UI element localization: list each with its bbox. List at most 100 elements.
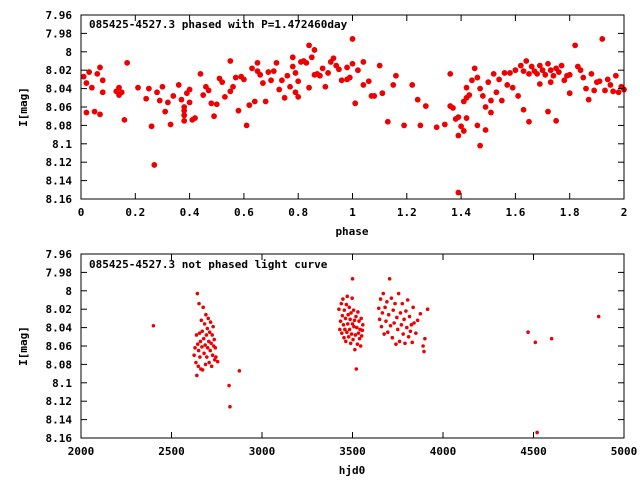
unphased-y-tick-label: 8.1 (52, 377, 72, 390)
unphased-data-point (356, 310, 360, 314)
phased-x-tick-label: 1.6 (505, 206, 525, 219)
phased-data-point (455, 132, 462, 139)
unphased-data-point (193, 346, 197, 350)
unphased-y-tick-label: 8.02 (46, 303, 73, 316)
phased-data-point (365, 78, 372, 85)
phased-data-point (401, 122, 407, 129)
unphased-y-tick-label: 8.04 (46, 322, 73, 335)
unphased-data-point (340, 331, 344, 335)
phased-data-point (520, 68, 527, 75)
unphased-data-point (151, 323, 156, 328)
phased-data-point (482, 104, 489, 110)
unphased-data-point (207, 330, 212, 335)
phased-data-point (585, 96, 592, 103)
unphased-data-point (202, 322, 207, 326)
phased-data-point (572, 42, 579, 49)
phased-data-point (200, 92, 207, 98)
phased-data-point (121, 116, 128, 123)
unphased-data-point (210, 333, 215, 337)
phased-data-point (526, 118, 532, 125)
phased-data-point (463, 115, 470, 121)
phased-data-point (583, 85, 589, 92)
phased-data-point (145, 85, 152, 92)
unphased-data-point (339, 301, 344, 306)
phased-data-point (604, 76, 611, 83)
phased-data-point (208, 100, 215, 107)
phased-data-point (566, 71, 573, 78)
phased-data-point (504, 82, 511, 88)
unphased-data-point (197, 331, 202, 335)
phased-data-point (319, 65, 326, 72)
unphased-data-point (347, 327, 352, 332)
phased-data-point (479, 93, 486, 99)
phased-data-point (547, 79, 554, 86)
phased-data-point (520, 106, 527, 113)
unphased-data-point (421, 344, 425, 348)
phased-data-point (566, 90, 573, 97)
phased-data-point (287, 83, 293, 90)
unphased-data-point (345, 322, 350, 326)
unphased-data-point (533, 340, 538, 345)
unphased-data-point (351, 308, 356, 312)
unphased-plot-title: 085425-4527.3 not phased light curve (89, 258, 328, 271)
unphased-data-point (338, 319, 343, 323)
unphased-data-point (535, 430, 539, 435)
phased-data-point (281, 94, 288, 101)
phased-data-point (555, 69, 562, 75)
unphased-data-point (192, 353, 196, 358)
unphased-data-point (355, 342, 360, 346)
phased-data-point (610, 88, 617, 95)
phased-data-point (292, 89, 299, 96)
unphased-data-point (391, 308, 396, 312)
phased-y-tick-label: 7.96 (46, 9, 73, 22)
phased-data-point (295, 78, 302, 85)
unphased-y-tick-label: 8.12 (46, 395, 73, 408)
unphased-data-point (344, 339, 348, 344)
phased-x-axis-label: phase (335, 225, 368, 238)
phased-data-point (433, 124, 440, 131)
unphased-data-point (350, 277, 355, 281)
unphased-data-point (194, 333, 199, 337)
phased-data-point (235, 107, 242, 114)
unphased-data-point (403, 341, 407, 346)
unphased-data-point (345, 294, 350, 299)
phased-data-point (306, 84, 312, 91)
phased-x-tick-label: 2 (621, 206, 628, 219)
unphased-points (151, 277, 601, 435)
phased-x-tick-label: 1.8 (560, 206, 580, 219)
phased-x-tick-label: 0.6 (234, 206, 254, 219)
unphased-data-point (356, 331, 361, 335)
unphased-data-point (415, 318, 420, 323)
phased-data-point (393, 72, 399, 79)
phased-data-point (422, 103, 429, 109)
phased-data-point (338, 77, 345, 84)
phased-data-point (151, 162, 158, 168)
unphased-data-point (383, 305, 387, 310)
phased-data-point (477, 85, 484, 92)
unphased-y-ticks: 7.96 7.98 8 8.02 8.04 8.06 8.08 8.1 8.12 8.14 8.16 (46, 248, 624, 445)
phased-data-point (227, 88, 234, 95)
phased-data-point (471, 65, 478, 72)
unphased-data-point (401, 332, 405, 336)
phased-data-point (308, 54, 315, 61)
phased-data-point (197, 70, 204, 77)
phased-data-point (230, 83, 236, 90)
unphased-data-point (346, 335, 351, 339)
unphased-data-point (341, 297, 345, 301)
phased-data-point (488, 97, 494, 104)
phased-data-point (528, 63, 535, 70)
phased-data-point (550, 72, 557, 79)
unphased-data-point (212, 358, 217, 362)
unphased-x-tick-label: 3500 (339, 445, 366, 458)
phased-plot-panel: 0 0.2 0.4 0.6 0.8 1 1.2 1.4 1.6 1.8 2 7.96 7.98 8 8.0… (17, 9, 627, 238)
phased-data-point (99, 77, 106, 84)
phased-data-point (553, 117, 560, 124)
phased-data-point (355, 67, 361, 74)
phased-data-point (545, 108, 551, 115)
unphased-data-point (337, 307, 341, 312)
unphased-data-point (418, 312, 423, 316)
unphased-data-point (346, 312, 350, 317)
unphased-data-point (205, 326, 210, 331)
phased-y-tick-label: 7.98 (46, 27, 73, 40)
phased-data-point (545, 60, 551, 67)
